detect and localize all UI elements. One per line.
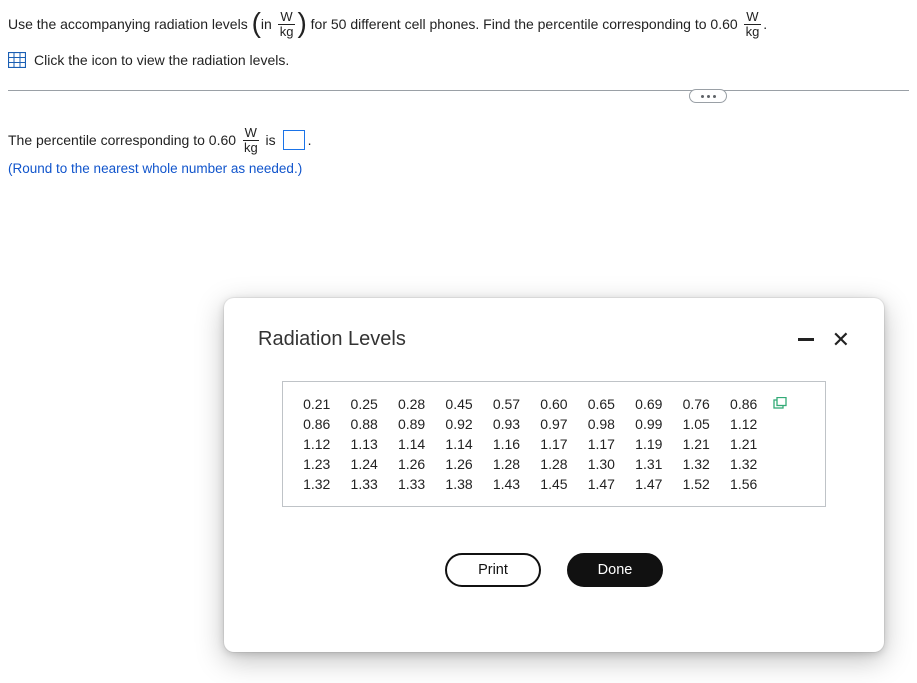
table-cell: 1.12 xyxy=(293,434,340,454)
row-extra xyxy=(767,454,815,474)
table-cell: 1.21 xyxy=(720,434,767,454)
table-cell: 0.86 xyxy=(720,394,767,414)
table-cell: 0.86 xyxy=(293,414,340,434)
table-row: 1.121.131.141.141.161.171.171.191.211.21 xyxy=(293,434,815,454)
table-cell: 0.97 xyxy=(530,414,577,434)
data-box: 0.210.250.280.450.570.600.650.690.760.86… xyxy=(282,381,826,507)
section-divider xyxy=(8,90,909,91)
row-extra xyxy=(767,474,815,494)
table-cell: 1.38 xyxy=(435,474,482,494)
question-part1: Use the accompanying radiation levels xyxy=(8,15,252,33)
icon-instruction: Click the icon to view the radiation lev… xyxy=(34,52,289,68)
answer-is: is xyxy=(262,132,280,148)
table-cell: 1.14 xyxy=(388,434,435,454)
table-cell: 1.28 xyxy=(483,454,530,474)
question-part2: for 50 different cell phones. Find the p… xyxy=(307,15,742,33)
paren-open: ( xyxy=(252,9,261,37)
table-cell: 0.76 xyxy=(673,394,720,414)
unit-fraction-2: W kg xyxy=(744,10,762,38)
table-cell: 1.47 xyxy=(625,474,672,494)
table-cell: 1.17 xyxy=(578,434,625,454)
unit-fraction-3: W kg xyxy=(242,126,260,154)
row-extra xyxy=(767,434,815,454)
table-row: 0.860.880.890.920.930.970.980.991.051.12 xyxy=(293,414,815,434)
print-button[interactable]: Print xyxy=(445,553,541,587)
table-cell: 1.05 xyxy=(673,414,720,434)
copy-icon[interactable] xyxy=(773,397,787,409)
table-cell: 0.92 xyxy=(435,414,482,434)
table-cell: 1.16 xyxy=(483,434,530,454)
table-cell: 1.33 xyxy=(340,474,387,494)
table-cell: 0.28 xyxy=(388,394,435,414)
table-cell: 1.33 xyxy=(388,474,435,494)
table-cell: 1.56 xyxy=(720,474,767,494)
table-cell: 0.89 xyxy=(388,414,435,434)
answer-prompt: The percentile corresponding to 0.60 W k… xyxy=(8,126,909,154)
answer-input[interactable] xyxy=(283,130,305,150)
minimize-icon[interactable] xyxy=(798,338,814,341)
table-cell: 1.23 xyxy=(293,454,340,474)
table-cell: 1.28 xyxy=(530,454,577,474)
table-cell: 0.99 xyxy=(625,414,672,434)
question-period: . xyxy=(763,15,767,33)
table-cell: 1.17 xyxy=(530,434,577,454)
table-row: 0.210.250.280.450.570.600.650.690.760.86 xyxy=(293,394,815,414)
more-options-pill[interactable] xyxy=(689,89,727,103)
table-cell: 1.14 xyxy=(435,434,482,454)
close-icon[interactable]: ✕ xyxy=(832,329,850,351)
table-cell: 1.26 xyxy=(435,454,482,474)
answer-part1: The percentile corresponding to 0.60 xyxy=(8,132,240,148)
radiation-table: 0.210.250.280.450.570.600.650.690.760.86… xyxy=(293,394,815,494)
table-cell: 1.52 xyxy=(673,474,720,494)
rounding-hint: (Round to the nearest whole number as ne… xyxy=(8,161,909,176)
table-cell: 0.21 xyxy=(293,394,340,414)
table-cell: 0.69 xyxy=(625,394,672,414)
table-cell: 0.93 xyxy=(483,414,530,434)
table-cell: 1.45 xyxy=(530,474,577,494)
table-cell: 0.57 xyxy=(483,394,530,414)
table-row: 1.321.331.331.381.431.451.471.471.521.56 xyxy=(293,474,815,494)
question-text: Use the accompanying radiation levels ( … xyxy=(8,10,909,38)
unit-fraction-1: W kg xyxy=(278,10,296,38)
table-row: 1.231.241.261.261.281.281.301.311.321.32 xyxy=(293,454,815,474)
table-cell: 1.26 xyxy=(388,454,435,474)
table-cell: 1.13 xyxy=(340,434,387,454)
table-cell: 0.98 xyxy=(578,414,625,434)
radiation-modal: Radiation Levels ✕ 0.210.250.280.450.570… xyxy=(224,298,884,652)
table-cell: 0.45 xyxy=(435,394,482,414)
modal-title: Radiation Levels xyxy=(258,328,406,351)
row-extra xyxy=(767,414,815,434)
table-cell: 1.32 xyxy=(720,454,767,474)
question-in: in xyxy=(261,15,276,33)
done-button[interactable]: Done xyxy=(567,553,663,587)
table-cell: 1.30 xyxy=(578,454,625,474)
table-cell: 1.31 xyxy=(625,454,672,474)
table-cell: 0.60 xyxy=(530,394,577,414)
table-cell: 0.25 xyxy=(340,394,387,414)
data-table-icon[interactable] xyxy=(8,52,26,68)
paren-close: ) xyxy=(297,9,306,37)
answer-period: . xyxy=(308,132,312,148)
table-cell: 0.88 xyxy=(340,414,387,434)
table-cell: 1.43 xyxy=(483,474,530,494)
table-cell: 1.19 xyxy=(625,434,672,454)
table-cell: 1.32 xyxy=(293,474,340,494)
row-extra xyxy=(767,394,815,414)
table-cell: 1.12 xyxy=(720,414,767,434)
table-cell: 1.24 xyxy=(340,454,387,474)
table-cell: 1.21 xyxy=(673,434,720,454)
table-cell: 1.47 xyxy=(578,474,625,494)
table-cell: 1.32 xyxy=(673,454,720,474)
table-cell: 0.65 xyxy=(578,394,625,414)
